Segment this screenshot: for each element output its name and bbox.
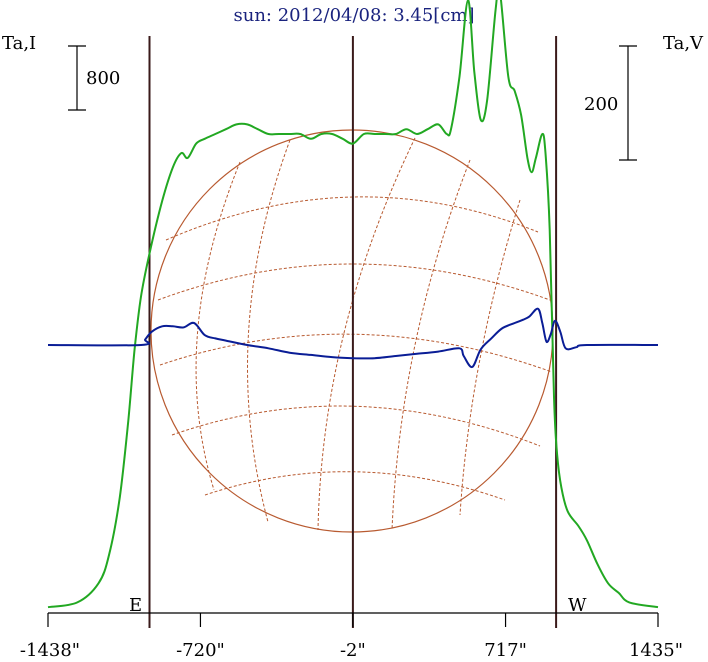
longitude-line (391, 159, 471, 531)
right-axis-label: Ta,V (663, 33, 704, 54)
right-scale-bar-label: 200 (584, 94, 618, 115)
left-scale-bar-label: 800 (86, 68, 120, 89)
latitude-line (157, 263, 551, 301)
right-scale-bar-group (619, 45, 637, 161)
longitude-line (459, 199, 521, 516)
latitude-line (159, 333, 553, 373)
polarization-line (47, 307, 659, 369)
west-label: W (568, 595, 587, 616)
longitude-line (195, 161, 241, 491)
x-tick-label: -1438" (20, 640, 80, 661)
x-ticks: -1438" -720" -2" 717" 1435" (20, 613, 683, 661)
x-tick-label: 1435" (629, 640, 683, 661)
x-tick-label: -2" (340, 640, 366, 661)
x-tick-label: 717" (484, 640, 527, 661)
longitude-line (317, 137, 416, 531)
left-scale-bar-group (68, 45, 86, 111)
longitude-line (247, 139, 291, 523)
intensity-line (47, 0, 659, 609)
latitude-line (204, 471, 506, 501)
left-axis-label: Ta,I (2, 33, 36, 54)
x-tick-label: -720" (176, 640, 225, 661)
solar-disk-grid (157, 137, 553, 531)
east-label: E (129, 595, 142, 616)
marker-lines (148, 36, 558, 628)
chart-title: sun: 2012/04/08: 3.45[cm] (233, 5, 474, 26)
latitude-line (165, 196, 539, 241)
latitude-line (171, 405, 541, 447)
